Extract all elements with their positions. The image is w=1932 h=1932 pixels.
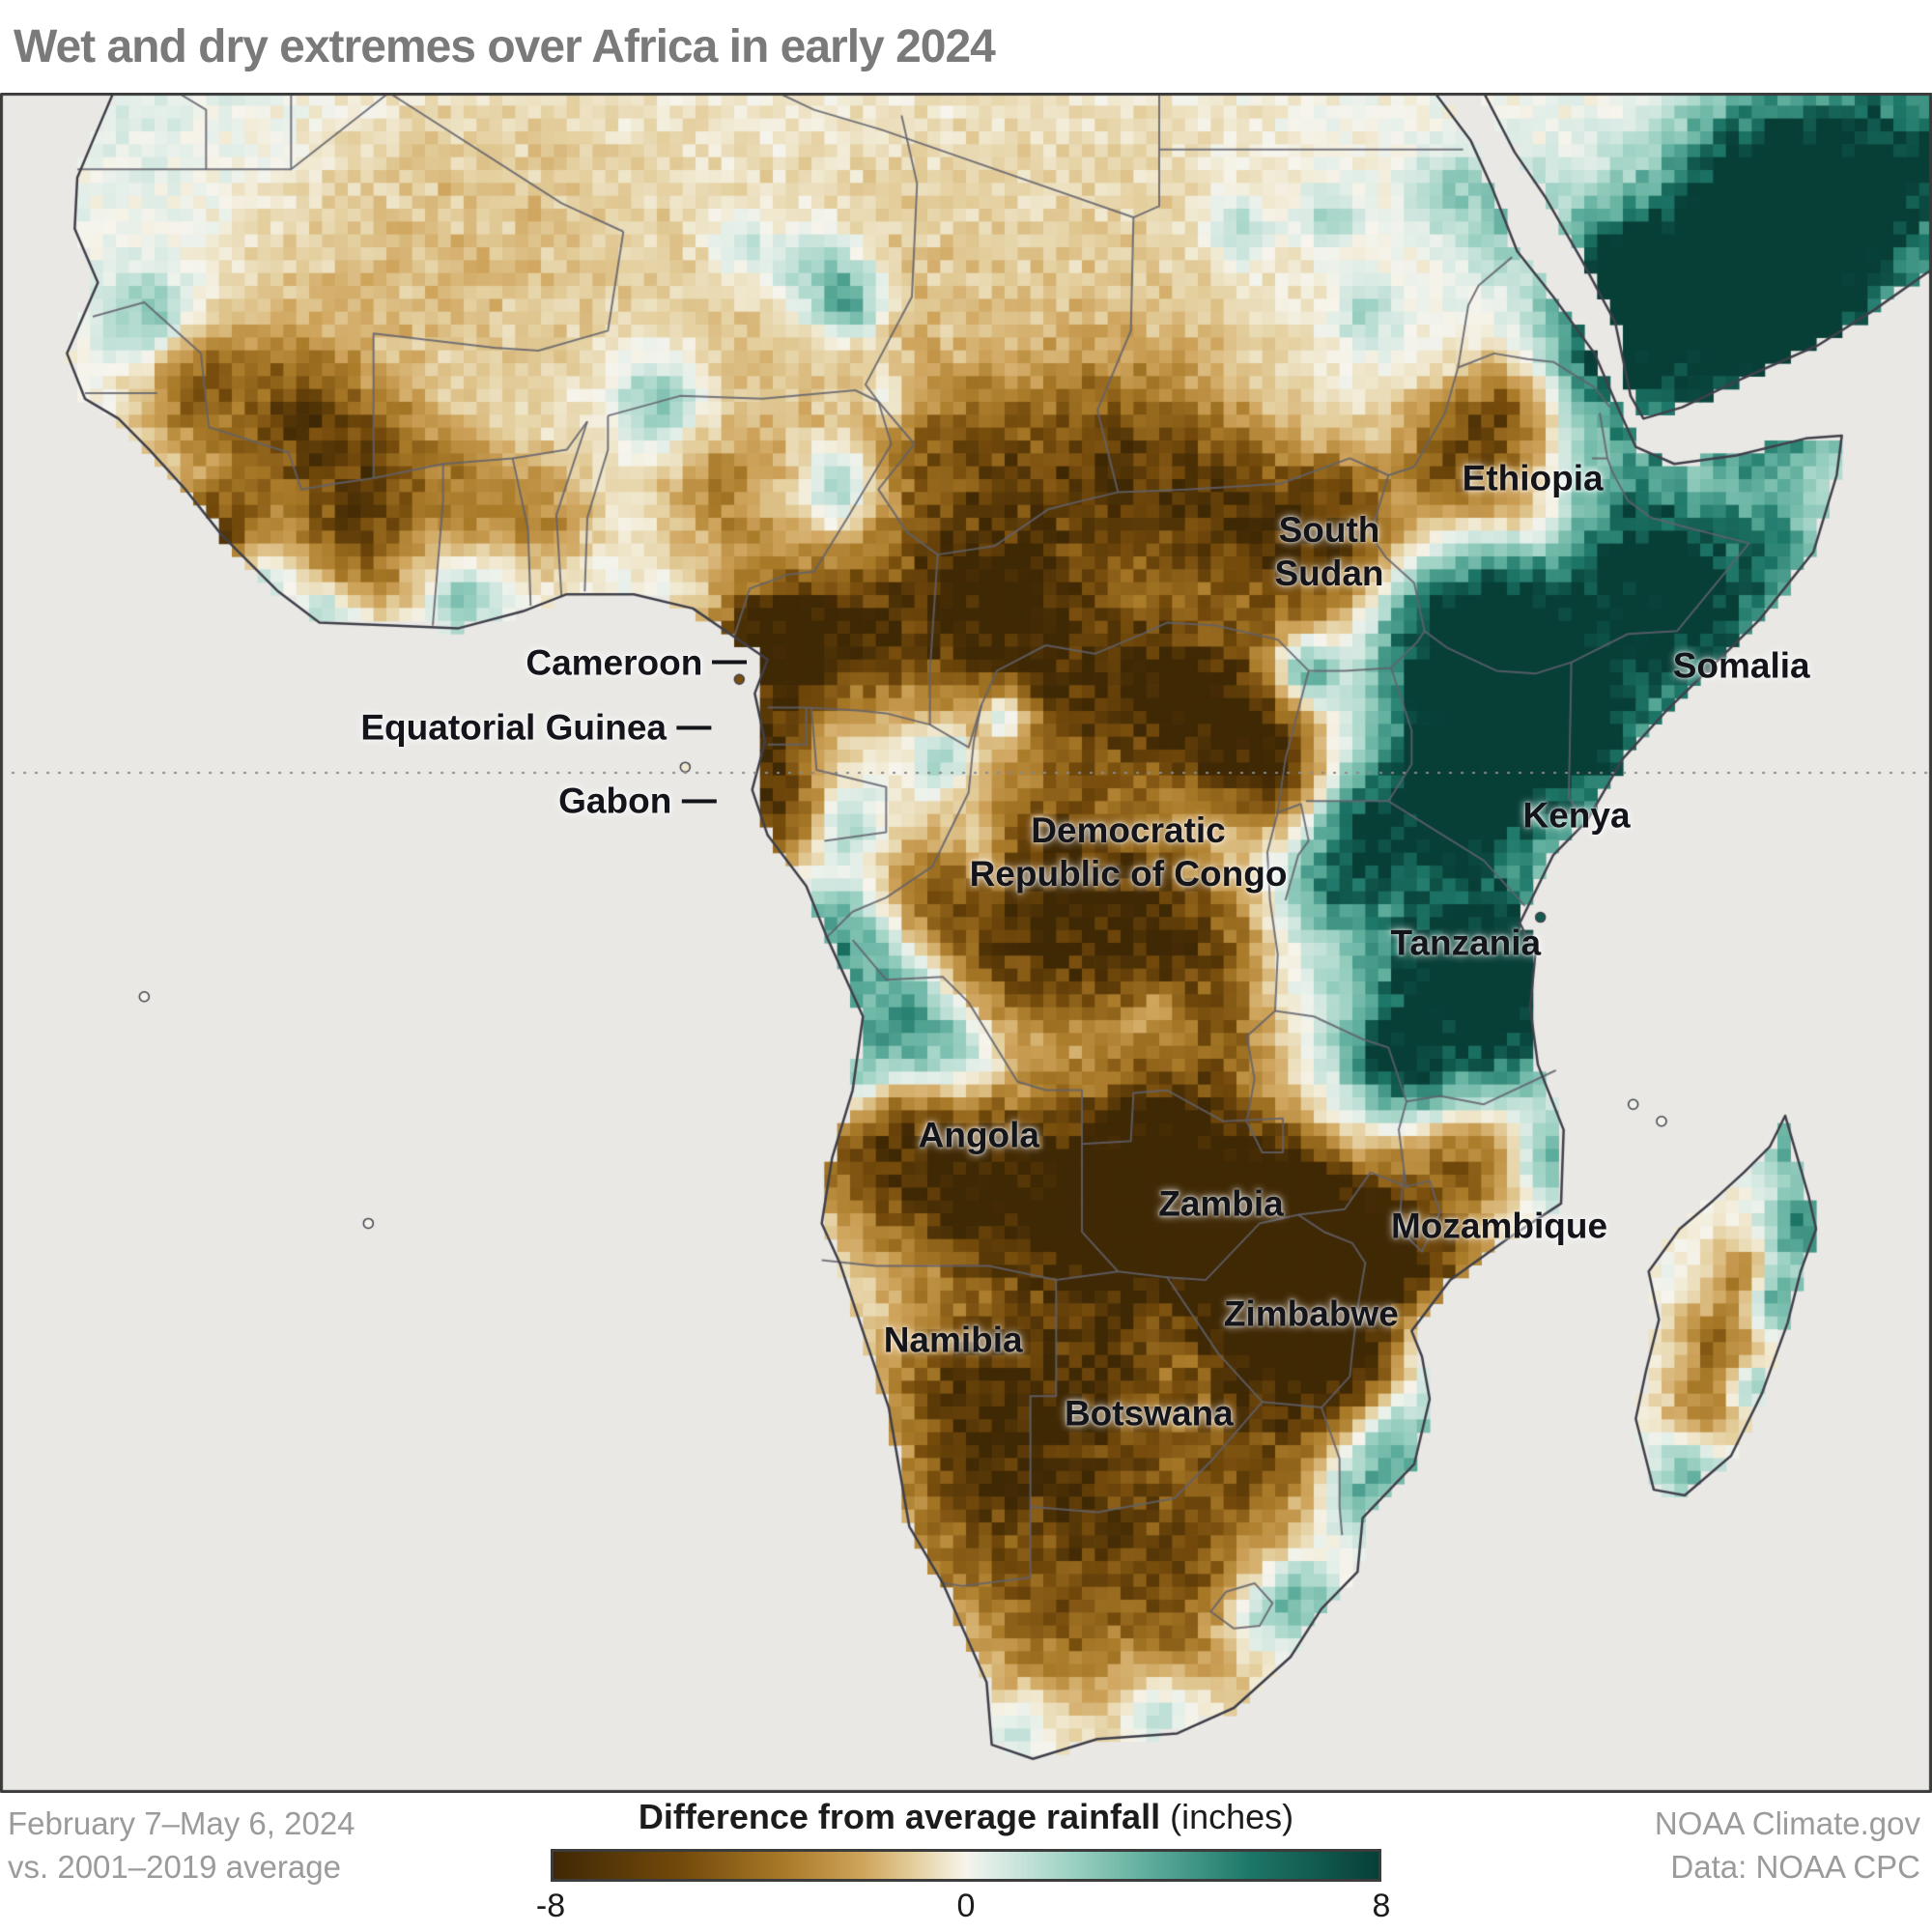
legend-tick-min: -8 <box>535 1888 566 1924</box>
baseline-note: vs. 2001–2019 average <box>8 1848 341 1885</box>
date-range-block: February 7–May 6, 2024 vs. 2001–2019 ave… <box>8 1803 355 1889</box>
legend-ticks: -8 0 8 <box>536 1888 1391 1928</box>
legend-title-unit: (inches) <box>1170 1797 1294 1836</box>
credit-noaa: NOAA Climate.gov <box>1654 1805 1920 1841</box>
figure-title: Wet and dry extremes over Africa in earl… <box>14 20 996 72</box>
credit-block: NOAA Climate.gov Data: NOAA CPC <box>1655 1803 1920 1889</box>
rainfall-anomaly-map-canvas <box>0 93 1932 1793</box>
figure-footer: February 7–May 6, 2024 vs. 2001–2019 ave… <box>0 1793 1932 1932</box>
legend-colorbar <box>551 1849 1381 1882</box>
legend-title-text: Difference from average rainfall <box>638 1797 1161 1836</box>
legend-title: Difference from average rainfall (inches) <box>551 1797 1381 1837</box>
legend-tick-zero: 0 <box>956 1888 976 1924</box>
legend-tick-max: 8 <box>1372 1888 1391 1924</box>
credit-data-source: Data: NOAA CPC <box>1670 1848 1920 1885</box>
figure-header: Wet and dry extremes over Africa in earl… <box>0 0 1932 93</box>
legend: Difference from average rainfall (inches)… <box>536 1797 1391 1928</box>
africa-anomaly-map: Cameroon Equatorial Guinea Gabon Ethiopia So… <box>0 93 1932 1793</box>
date-range: February 7–May 6, 2024 <box>8 1805 355 1841</box>
